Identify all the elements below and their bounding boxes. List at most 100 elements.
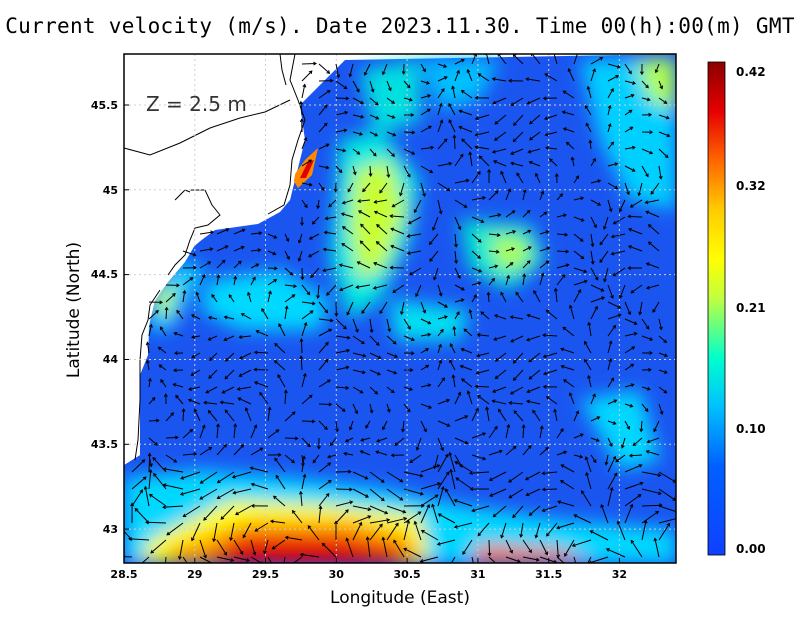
velocity-arrow xyxy=(301,301,315,305)
velocity-arrowhead xyxy=(207,337,212,341)
velocity-arrowhead xyxy=(250,503,255,508)
velocity-arrowhead xyxy=(492,100,497,105)
velocity-arrow xyxy=(543,369,558,375)
velocity-arrowhead xyxy=(325,341,329,346)
velocity-arrowhead xyxy=(343,325,347,330)
velocity-arrowhead xyxy=(491,77,496,81)
velocity-arrowhead xyxy=(253,350,258,355)
velocity-arrowhead xyxy=(627,266,632,271)
velocity-arrow xyxy=(569,305,575,320)
velocity-arrow xyxy=(357,261,371,269)
velocity-arrow xyxy=(369,471,385,483)
velocity-arrow xyxy=(505,556,521,563)
velocity-arrow xyxy=(369,80,374,92)
velocity-arrow xyxy=(437,329,444,337)
velocity-arrow xyxy=(624,403,633,407)
velocity-arrow xyxy=(191,335,201,338)
velocity-arrowhead xyxy=(308,253,312,258)
velocity-arrow xyxy=(433,267,439,280)
velocity-arrowhead xyxy=(510,338,515,343)
velocity-arrowhead xyxy=(191,335,195,339)
velocity-arrow xyxy=(471,454,486,460)
velocity-arrow xyxy=(471,408,479,422)
velocity-arrow xyxy=(420,364,429,371)
velocity-arrowhead xyxy=(312,459,317,464)
velocity-arrowhead xyxy=(565,263,570,268)
velocity-arrow xyxy=(284,250,290,260)
velocity-arrow xyxy=(148,469,152,490)
velocity-arrow xyxy=(573,175,579,184)
velocity-arrow xyxy=(510,316,524,320)
velocity-arrowhead xyxy=(154,442,158,446)
velocity-arrow xyxy=(573,514,592,524)
velocity-arrowhead xyxy=(364,475,369,480)
velocity-arrowhead xyxy=(513,410,518,414)
velocity-arrow xyxy=(292,510,303,524)
velocity-arrowhead xyxy=(148,468,153,473)
velocity-arrowhead xyxy=(485,406,490,411)
velocity-arrowhead xyxy=(346,348,351,353)
velocity-arrow xyxy=(224,335,235,341)
velocity-arrow xyxy=(437,420,450,427)
velocity-arrow xyxy=(437,63,447,68)
velocity-arrow xyxy=(373,262,388,269)
velocity-arrow xyxy=(144,486,150,507)
velocity-arrow xyxy=(124,530,133,541)
velocity-arrow xyxy=(242,522,252,538)
velocity-arrowhead xyxy=(546,532,550,537)
velocity-arrow xyxy=(544,73,558,82)
velocity-arrow xyxy=(376,437,388,442)
velocity-arrowhead xyxy=(426,504,430,508)
velocity-arrowhead xyxy=(348,73,353,78)
velocity-arrow xyxy=(526,78,541,82)
velocity-arrow xyxy=(508,471,524,483)
velocity-arrow xyxy=(475,131,490,136)
velocity-arrow xyxy=(454,522,473,528)
velocity-arrow xyxy=(307,525,320,541)
velocity-arrowhead xyxy=(382,426,386,431)
velocity-arrowhead xyxy=(271,545,276,550)
velocity-arrow xyxy=(437,182,450,192)
velocity-arrowhead xyxy=(446,569,449,572)
velocity-arrow xyxy=(607,75,619,82)
velocity-arrow xyxy=(254,381,269,388)
velocity-arrow xyxy=(454,461,473,473)
velocity-arrow xyxy=(318,182,325,191)
velocity-arrowhead xyxy=(631,168,636,172)
velocity-arrow xyxy=(488,265,498,269)
velocity-arrow xyxy=(352,80,360,93)
velocity-arrow xyxy=(300,356,303,371)
velocity-arrow xyxy=(522,210,531,218)
velocity-arrowhead xyxy=(417,511,422,515)
velocity-arrowhead xyxy=(460,90,465,94)
velocity-arrowhead xyxy=(387,87,392,92)
velocity-arrowhead xyxy=(562,213,567,218)
velocity-arrow xyxy=(233,444,244,456)
velocity-arrow xyxy=(335,148,346,152)
velocity-arrow xyxy=(590,416,600,422)
velocity-arrowhead xyxy=(231,474,236,479)
velocity-arrow xyxy=(571,157,575,167)
velocity-arrowhead xyxy=(612,220,617,225)
velocity-arrow xyxy=(437,284,442,296)
velocity-arrow xyxy=(607,314,621,320)
velocity-arrow xyxy=(352,114,364,118)
velocity-arrowhead xyxy=(346,335,351,340)
velocity-arrow xyxy=(607,377,614,388)
velocity-arrowhead xyxy=(365,425,369,429)
velocity-arrow xyxy=(420,420,427,432)
velocity-arrow xyxy=(403,318,411,330)
velocity-arrow xyxy=(301,474,306,490)
velocity-arrowhead xyxy=(374,390,379,395)
velocity-arrow xyxy=(335,488,352,490)
velocity-arrowhead xyxy=(160,379,164,383)
velocity-arrow xyxy=(450,556,456,563)
velocity-arrow xyxy=(327,454,337,458)
velocity-arrow xyxy=(590,158,596,167)
velocity-arrowhead xyxy=(411,130,416,135)
velocity-arrowhead xyxy=(390,244,395,249)
velocity-arrow xyxy=(508,488,524,499)
velocity-arrowhead xyxy=(327,379,331,383)
velocity-arrow xyxy=(522,246,532,252)
velocity-arrowhead xyxy=(199,480,204,484)
